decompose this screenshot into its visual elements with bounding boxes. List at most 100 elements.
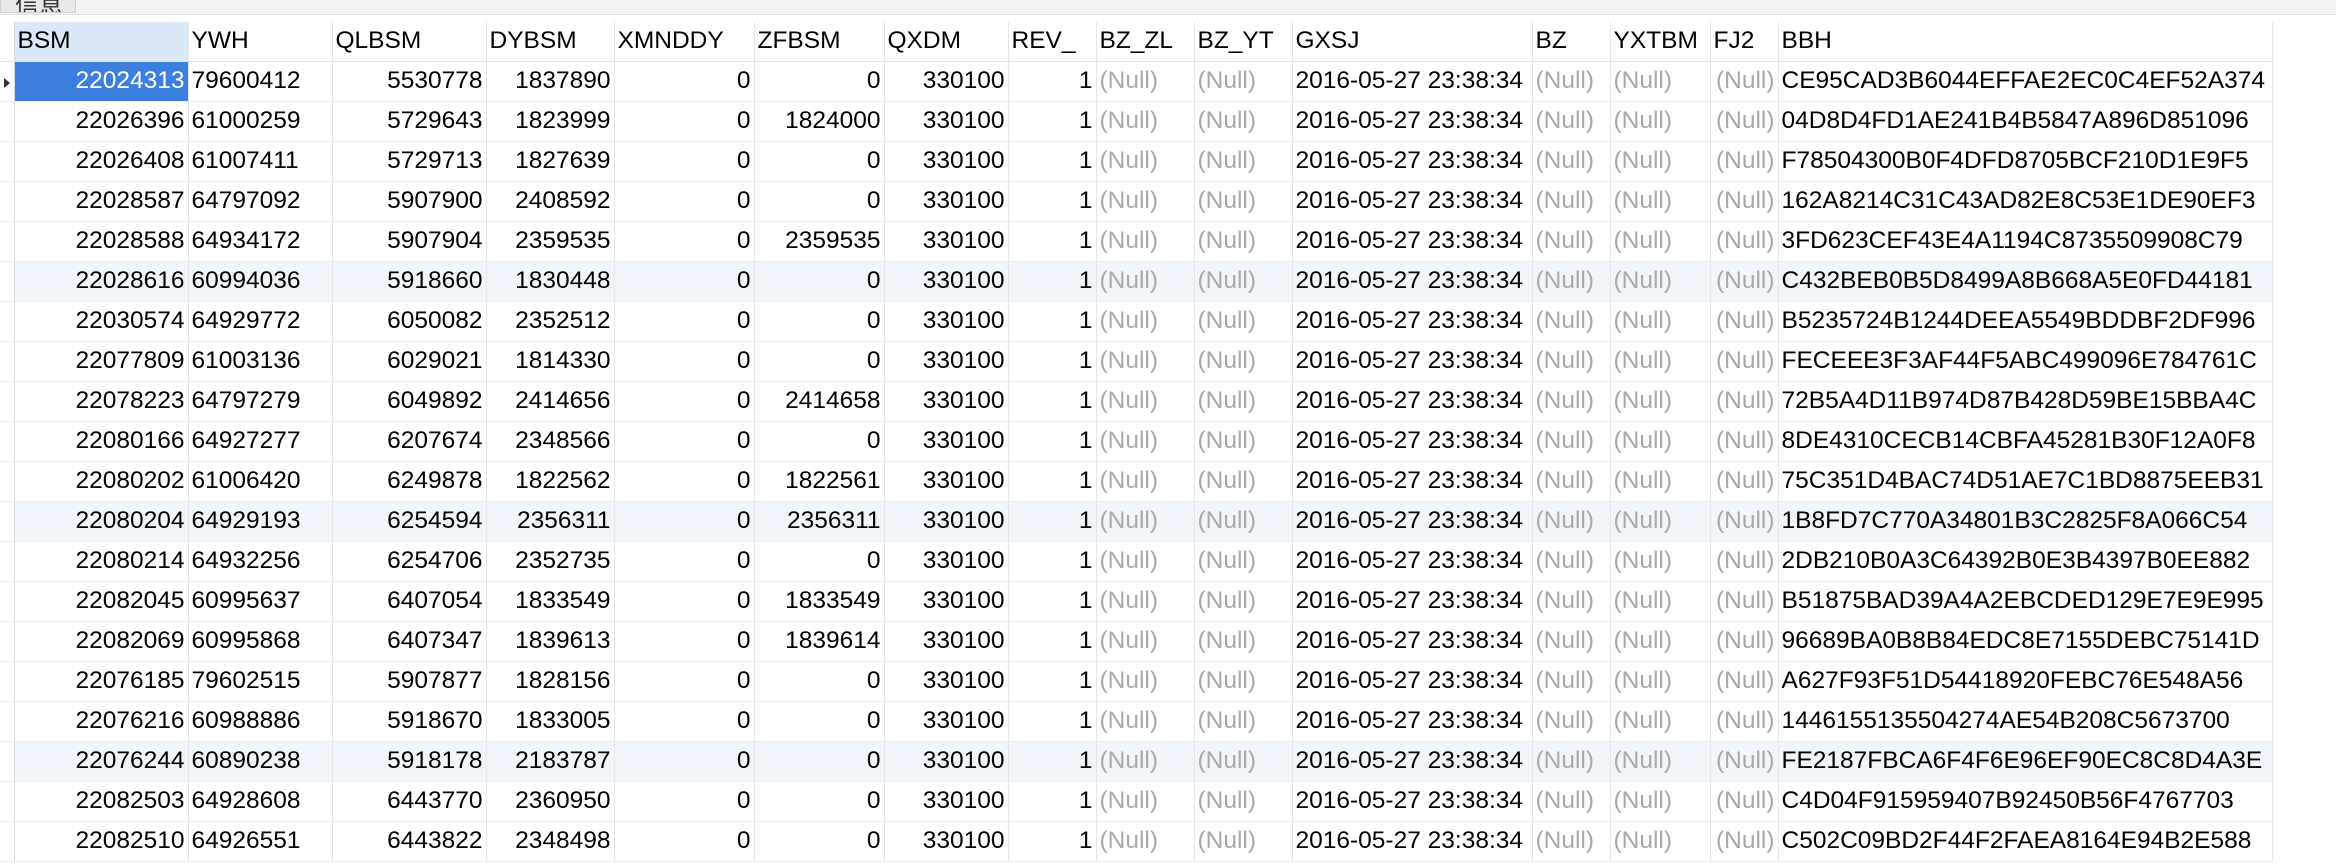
cell-rev[interactable]: 1 (1008, 341, 1097, 382)
cell-gxsj[interactable]: 2016-05-27 23:38:34 (1292, 741, 1533, 782)
table-row[interactable]: 22082069 60995868 6407347 1839613 0 1839614 33… (0, 621, 2273, 662)
cell-bz-yt[interactable]: (Null) (1194, 381, 1293, 422)
cell-bsm[interactable]: 22080214 (14, 541, 189, 582)
cell-yxtbm[interactable]: (Null) (1610, 621, 1711, 662)
cell-qlbsm[interactable]: 6407347 (332, 621, 487, 662)
cell-bz[interactable]: (Null) (1532, 221, 1611, 262)
cell-bz-zl[interactable]: (Null) (1096, 221, 1195, 262)
cell-dybsm[interactable]: 1839613 (486, 621, 615, 662)
cell-rev[interactable]: 1 (1008, 221, 1097, 262)
cell-qlbsm[interactable]: 5729713 (332, 141, 487, 182)
cell-gxsj[interactable]: 2016-05-27 23:38:34 (1292, 261, 1533, 302)
cell-bbh[interactable]: C432BEB0B5D8499A8B668A5E0FD44181 (1778, 261, 2273, 302)
cell-qxdm[interactable]: 330100 (884, 701, 1009, 742)
cell-zfbsm[interactable]: 0 (754, 741, 885, 782)
cell-bz[interactable]: (Null) (1532, 301, 1611, 342)
cell-bbh[interactable]: 3FD623CEF43E4A1194C8735509908C79 (1778, 221, 2273, 262)
cell-dybsm[interactable]: 1830448 (486, 261, 615, 302)
column-header-bz-yt[interactable]: BZ_YT (1194, 22, 1293, 62)
cell-xmnddy[interactable]: 0 (614, 101, 755, 142)
cell-fj2[interactable]: (Null) (1710, 341, 1779, 382)
cell-bz-yt[interactable]: (Null) (1194, 221, 1293, 262)
cell-bz-zl[interactable]: (Null) (1096, 821, 1195, 862)
cell-dybsm[interactable]: 1828156 (486, 661, 615, 702)
cell-ywh[interactable]: 60988886 (188, 701, 333, 742)
cell-zfbsm[interactable]: 2356311 (754, 501, 885, 542)
cell-xmnddy[interactable]: 0 (614, 421, 755, 462)
cell-bz-zl[interactable]: (Null) (1096, 341, 1195, 382)
table-row[interactable]: 22076185 79602515 5907877 1828156 0 0 330100 1(… (0, 661, 2273, 702)
cell-ywh[interactable]: 64932256 (188, 541, 333, 582)
cell-dybsm[interactable]: 1833005 (486, 701, 615, 742)
cell-bbh[interactable]: 8DE4310CECB14CBFA45281B30F12A0F8 (1778, 421, 2273, 462)
cell-yxtbm[interactable]: (Null) (1610, 821, 1711, 862)
row-indicator[interactable] (0, 421, 15, 462)
cell-bz-zl[interactable]: (Null) (1096, 741, 1195, 782)
cell-bsm[interactable]: 22028616 (14, 261, 189, 302)
cell-bz-yt[interactable]: (Null) (1194, 421, 1293, 462)
cell-bbh[interactable]: 2DB210B0A3C64392B0E3B4397B0EE882 (1778, 541, 2273, 582)
cell-qlbsm[interactable]: 6443822 (332, 821, 487, 862)
cell-qlbsm[interactable]: 6254706 (332, 541, 487, 582)
cell-qlbsm[interactable]: 5530778 (332, 61, 487, 102)
cell-dybsm[interactable]: 2408592 (486, 181, 615, 222)
column-header-bsm[interactable]: BSM (14, 22, 189, 62)
column-header-gxsj[interactable]: GXSJ (1292, 22, 1533, 62)
cell-bz-yt[interactable]: (Null) (1194, 181, 1293, 222)
cell-yxtbm[interactable]: (Null) (1610, 781, 1711, 822)
cell-ywh[interactable]: 61000259 (188, 101, 333, 142)
cell-xmnddy[interactable]: 0 (614, 381, 755, 422)
cell-qxdm[interactable]: 330100 (884, 781, 1009, 822)
cell-gxsj[interactable]: 2016-05-27 23:38:34 (1292, 781, 1533, 822)
cell-rev[interactable]: 1 (1008, 781, 1097, 822)
cell-xmnddy[interactable]: 0 (614, 541, 755, 582)
cell-zfbsm[interactable]: 1833549 (754, 581, 885, 622)
table-row[interactable]: 22026396 61000259 5729643 1823999 0 1824000 33… (0, 101, 2273, 142)
cell-zfbsm[interactable]: 0 (754, 141, 885, 182)
row-indicator[interactable] (0, 741, 15, 782)
cell-bsm[interactable]: 22076244 (14, 741, 189, 782)
cell-qlbsm[interactable]: 6407054 (332, 581, 487, 622)
cell-ywh[interactable]: 64797092 (188, 181, 333, 222)
cell-fj2[interactable]: (Null) (1710, 61, 1779, 102)
cell-xmnddy[interactable]: 0 (614, 501, 755, 542)
cell-gxsj[interactable]: 2016-05-27 23:38:34 (1292, 141, 1533, 182)
cell-ywh[interactable]: 64929193 (188, 501, 333, 542)
table-row[interactable]: 22030574 64929772 6050082 2352512 0 0 330100 1(… (0, 301, 2273, 342)
cell-xmnddy[interactable]: 0 (614, 341, 755, 382)
cell-ywh[interactable]: 79600412 (188, 61, 333, 102)
cell-qlbsm[interactable]: 6049892 (332, 381, 487, 422)
cell-xmnddy[interactable]: 0 (614, 461, 755, 502)
table-row[interactable]: 22076216 60988886 5918670 1833005 0 0 330100 1(… (0, 701, 2273, 742)
cell-rev[interactable]: 1 (1008, 101, 1097, 142)
cell-dybsm[interactable]: 1814330 (486, 341, 615, 382)
cell-bsm[interactable]: 22024313 (14, 61, 189, 102)
cell-zfbsm[interactable]: 0 (754, 821, 885, 862)
cell-zfbsm[interactable]: 1839614 (754, 621, 885, 662)
table-row[interactable]: 22028588 64934172 5907904 2359535 0 2359535 33… (0, 221, 2273, 262)
row-indicator[interactable] (0, 261, 15, 302)
column-header-qxdm[interactable]: QXDM (884, 22, 1009, 62)
cell-bsm[interactable]: 22080166 (14, 421, 189, 462)
cell-ywh[interactable]: 60995868 (188, 621, 333, 662)
cell-zfbsm[interactable]: 2359535 (754, 221, 885, 262)
cell-zfbsm[interactable]: 0 (754, 541, 885, 582)
cell-dybsm[interactable]: 2360950 (486, 781, 615, 822)
cell-bz[interactable]: (Null) (1532, 501, 1611, 542)
cell-yxtbm[interactable]: (Null) (1610, 141, 1711, 182)
column-header-ywh[interactable]: YWH (188, 22, 333, 62)
column-header-rev[interactable]: REV_ (1008, 22, 1097, 62)
cell-bbh[interactable]: 96689BA0B8B84EDC8E7155DEBC75141D (1778, 621, 2273, 662)
cell-bz[interactable]: (Null) (1532, 341, 1611, 382)
cell-dybsm[interactable]: 2414656 (486, 381, 615, 422)
cell-ywh[interactable]: 64928608 (188, 781, 333, 822)
row-indicator[interactable] (0, 501, 15, 542)
cell-bz-zl[interactable]: (Null) (1096, 581, 1195, 622)
table-row[interactable]: 22080204 64929193 6254594 2356311 0 2356311 33… (0, 501, 2273, 542)
table-row[interactable]: 22028587 64797092 5907900 2408592 0 0 330100 1(… (0, 181, 2273, 222)
cell-rev[interactable]: 1 (1008, 661, 1097, 702)
cell-bsm[interactable]: 22026408 (14, 141, 189, 182)
cell-yxtbm[interactable]: (Null) (1610, 101, 1711, 142)
cell-gxsj[interactable]: 2016-05-27 23:38:34 (1292, 301, 1533, 342)
cell-bsm[interactable]: 22076185 (14, 661, 189, 702)
